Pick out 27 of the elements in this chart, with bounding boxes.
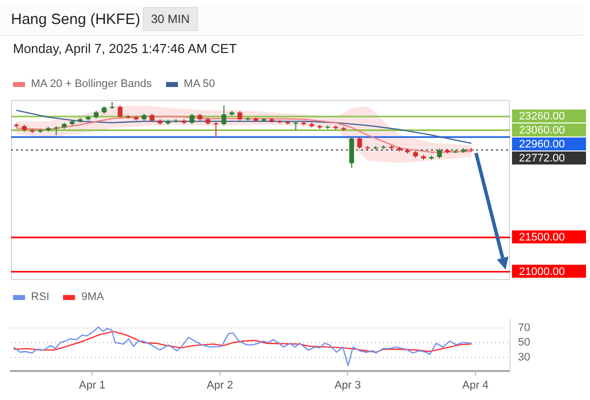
candlestick xyxy=(437,148,442,159)
legend-label: 9MA xyxy=(80,291,104,303)
x-tick-label: Apr 4 xyxy=(462,379,489,392)
candlestick xyxy=(357,136,362,150)
y-tick-label: 50 xyxy=(518,336,530,349)
ref-line-label: 21500.00 xyxy=(519,231,565,244)
ref-line-label: 23260.00 xyxy=(519,110,565,123)
ref-line-label: 21000.00 xyxy=(519,266,565,278)
x-tick-label: Apr 2 xyxy=(206,379,234,392)
legend-label: RSI xyxy=(30,291,50,303)
y-tick-label: 30 xyxy=(518,351,530,364)
candlestick xyxy=(237,110,242,122)
candlestick xyxy=(118,104,123,118)
y-tick-label: 70 xyxy=(518,322,530,334)
text: 30 MIN xyxy=(143,7,198,31)
candlestick xyxy=(222,104,226,126)
x-tick-label: Apr 1 xyxy=(79,379,106,392)
candlestick xyxy=(190,113,194,125)
candlestick xyxy=(214,121,218,138)
legend-label: MA 20 + Bollinger Bands xyxy=(30,78,152,90)
chart-subtitle: Monday, April 7, 2025 1:47:46 AM CET xyxy=(13,41,237,56)
ref-line-label: 23060.00 xyxy=(519,124,565,137)
x-tick-label: Apr 3 xyxy=(334,379,361,392)
ref-line-label: 22960.00 xyxy=(519,138,565,151)
chart-title: Hang Seng (HKFE) xyxy=(11,11,140,28)
legend-label: MA 50 xyxy=(182,78,215,90)
ref-line-label: 22772.00 xyxy=(519,152,565,165)
